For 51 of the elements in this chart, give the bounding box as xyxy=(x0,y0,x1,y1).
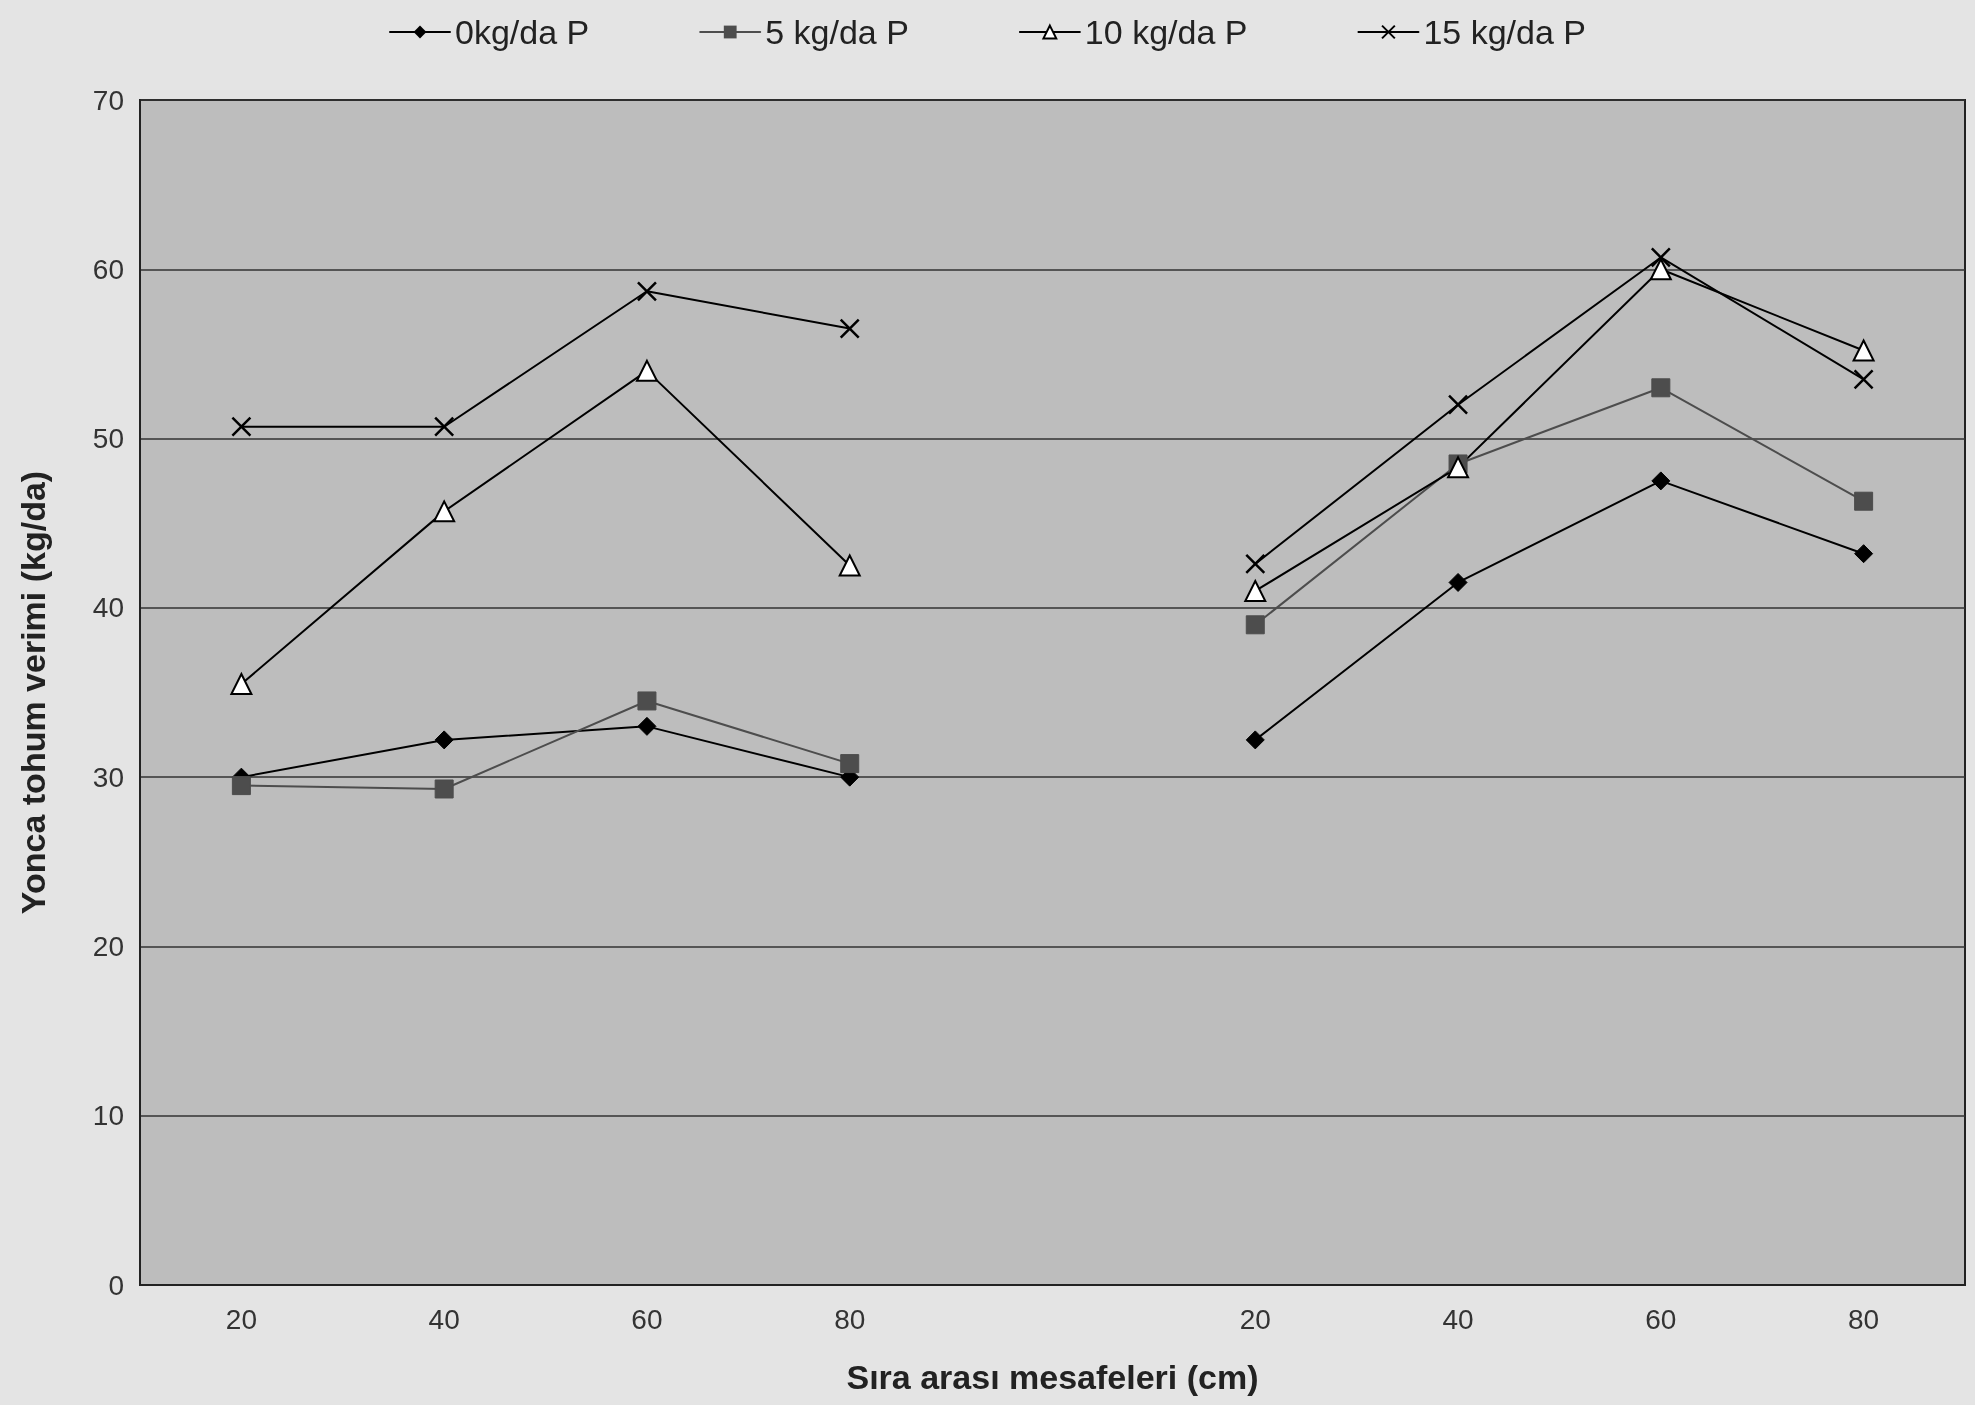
point xyxy=(1245,615,1265,635)
legend-label: 15 kg/da P xyxy=(1423,13,1586,51)
x-axis-title: Sıra arası mesafeleri (cm) xyxy=(846,1358,1259,1396)
y-tick-label: 0 xyxy=(108,1269,124,1301)
y-tick-label: 70 xyxy=(92,84,124,116)
x-tick-label: 60 xyxy=(1645,1303,1677,1335)
point xyxy=(840,754,860,774)
y-tick-label: 10 xyxy=(92,1100,124,1132)
point xyxy=(839,318,860,339)
point xyxy=(1852,339,1875,362)
point xyxy=(1854,544,1874,564)
point xyxy=(1651,378,1671,398)
y-tick-label: 40 xyxy=(92,592,124,624)
point xyxy=(1447,456,1470,479)
point xyxy=(1448,572,1468,592)
point xyxy=(1651,471,1671,491)
point xyxy=(434,730,454,750)
x-tick-label: 40 xyxy=(1442,1303,1474,1335)
point xyxy=(230,673,253,696)
point xyxy=(1244,579,1267,602)
point xyxy=(231,416,252,437)
x-tick-label: 80 xyxy=(834,1303,866,1335)
point xyxy=(636,281,658,302)
point xyxy=(1853,369,1874,390)
point xyxy=(1447,394,1469,415)
point xyxy=(1245,730,1265,750)
point xyxy=(635,359,658,382)
point xyxy=(433,416,455,437)
y-axis-title: Yonca tohum verimi (kg/da) xyxy=(14,470,52,915)
x-tick-label: 40 xyxy=(428,1303,460,1335)
point xyxy=(231,776,251,796)
x-tick-label: 20 xyxy=(225,1303,257,1335)
y-tick-label: 30 xyxy=(92,761,124,793)
point xyxy=(434,779,454,799)
point xyxy=(838,554,861,577)
point xyxy=(1245,553,1266,575)
legend-label: 0kg/da P xyxy=(455,13,590,51)
point xyxy=(1649,258,1672,281)
y-tick-label: 50 xyxy=(92,423,124,455)
y-tick-label: 60 xyxy=(92,253,124,285)
point xyxy=(1854,491,1874,511)
x-tick-label: 60 xyxy=(631,1303,663,1335)
point xyxy=(433,500,456,523)
point xyxy=(1650,247,1672,268)
y-tick-label: 20 xyxy=(92,930,124,962)
legend-label: 5 kg/da P xyxy=(765,13,909,51)
legend-label: 10 kg/da P xyxy=(1084,13,1248,51)
x-tick-label: 20 xyxy=(1239,1303,1271,1335)
point xyxy=(637,691,657,711)
point xyxy=(637,716,657,736)
x-tick-label: 80 xyxy=(1848,1303,1880,1335)
